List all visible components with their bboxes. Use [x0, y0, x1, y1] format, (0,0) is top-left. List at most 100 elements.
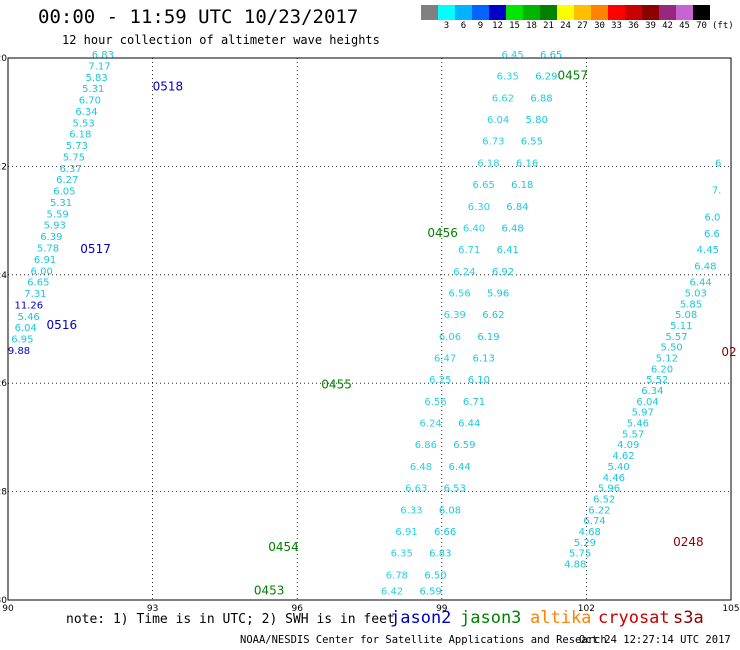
wave-height-value: 5.08 — [675, 310, 697, 321]
satellite-legend-jason2: jason2 — [390, 608, 452, 628]
wave-height-value: 6.24 — [453, 267, 475, 278]
wave-height-value: 6.34 — [641, 386, 663, 397]
wave-height-value: 6.18 — [477, 158, 499, 169]
color-scale-swatch — [574, 5, 591, 20]
wave-height-value: 6.88 — [530, 93, 552, 104]
wave-height-value: 6.50 — [424, 570, 446, 581]
wave-height-value: 6.18 — [69, 130, 91, 141]
wave-height-value: 6.62 — [492, 93, 514, 104]
color-scale-swatch — [472, 5, 489, 20]
pass-time-label: 0518 — [153, 80, 184, 94]
footer-note: note: 1) Time is in UTC; 2) SWH is in fe… — [66, 612, 395, 627]
wave-height-value: 6.25 — [429, 375, 451, 386]
wave-height-value: 6.84 — [506, 202, 528, 213]
color-scale-label: 18 — [526, 21, 537, 31]
wave-height-value: 6.44 — [448, 462, 470, 473]
wave-height-value: 5.50 — [661, 343, 683, 354]
wave-height-value: 5.73 — [66, 141, 88, 152]
wave-height-value: 6.04 — [15, 323, 37, 334]
wave-height-value: 5.59 — [46, 209, 68, 220]
wave-height-value: 6.29 — [535, 72, 557, 83]
wave-height-value: 5.78 — [37, 243, 59, 254]
color-scale-swatch — [557, 5, 574, 20]
wave-height-value: 5.29 — [574, 538, 596, 549]
wave-height-value: 6.53 — [444, 484, 466, 495]
wave-height-value: 5.46 — [627, 419, 649, 430]
longitude-tick-label: 93 — [147, 604, 158, 614]
wave-height-value: 6.05 — [53, 187, 75, 198]
color-scale-label: 12 — [492, 21, 503, 31]
wave-height-value: 4.45 — [697, 245, 719, 256]
wave-height-value: 6.39 — [40, 232, 62, 243]
wave-height-value: 6.41 — [497, 245, 519, 256]
wave-height-value: 6.71 — [463, 397, 485, 408]
wave-height-value: 5.96 — [487, 288, 509, 299]
wave-height-value: 6.74 — [583, 516, 605, 527]
wave-height-value: 5.97 — [632, 408, 654, 419]
wave-height-value: 7.17 — [88, 61, 110, 72]
color-scale-swatch — [540, 5, 557, 20]
wave-height-value: 6.33 — [400, 505, 422, 516]
color-scale-swatch — [659, 5, 676, 20]
pass-time-label: 0457 — [557, 69, 588, 83]
wave-height-value: 5.53 — [72, 118, 94, 129]
wave-height-value: 6.65 — [27, 278, 49, 289]
latitude-tick-label: -20 — [0, 54, 7, 64]
longitude-tick-label: 102 — [578, 604, 595, 614]
wave-height-value: 5.96 — [598, 484, 620, 495]
color-scale-label: 6 — [460, 21, 467, 31]
wave-height-value: 4.46 — [603, 473, 625, 484]
longitude-tick-label: 90 — [2, 604, 14, 614]
wave-height-value: 5.11 — [670, 321, 692, 332]
wave-height-value: 4.68 — [579, 527, 601, 538]
wave-height-value: 6.83 — [429, 549, 451, 560]
wave-height-value: 6.35 — [497, 72, 519, 83]
wave-height-value: 5.57 — [665, 332, 687, 343]
wave-height-value: 6.34 — [75, 107, 97, 118]
wave-height-value: 6.10 — [468, 375, 490, 386]
wave-height-value: 6.27 — [56, 175, 78, 186]
wave-height-value: 6.22 — [588, 505, 610, 516]
color-scale-swatch — [523, 5, 540, 20]
wave-height-value: 6.30 — [468, 202, 490, 213]
wave-height-value: 6.39 — [444, 310, 466, 321]
latitude-tick-label: -26 — [0, 379, 7, 389]
wave-height-value: 6.19 — [477, 332, 499, 343]
color-scale-label: 9 — [477, 21, 484, 31]
wave-height-value: 5.75 — [63, 152, 85, 163]
wave-height-value: 5.75 — [569, 549, 591, 560]
pass-time-label: 0454 — [268, 540, 299, 554]
satellite-legend-cryosat: cryosat — [598, 608, 670, 628]
color-scale-label: 36 — [628, 21, 639, 31]
color-scale-swatch — [625, 5, 642, 20]
wave-height-value: 6.6 — [704, 229, 720, 240]
satellite-legend-altika: altika — [530, 608, 592, 628]
wave-height-value: 4.88 — [564, 559, 586, 570]
wave-height-value: 4.62 — [612, 451, 634, 462]
wave-height-value: 6.86 — [415, 440, 437, 451]
color-scale-swatch — [608, 5, 625, 20]
color-scale-label: 27 — [577, 21, 588, 31]
satellite-legend-jason3: jason3 — [460, 608, 522, 628]
color-scale-label: 30 — [594, 21, 605, 31]
wave-height-value: 6.45 — [501, 50, 523, 61]
pass-time-label: 02 — [721, 345, 736, 359]
wave-height-value: 6.48 — [694, 261, 716, 272]
color-scale-label: 24 — [560, 21, 571, 31]
wave-height-value: 6.65 — [473, 180, 495, 191]
wave-height-value: 5.40 — [608, 462, 630, 473]
wave-height-value: 6.42 — [381, 587, 403, 598]
wave-height-value: 6.08 — [439, 505, 461, 516]
wave-height-value: 6.66 — [434, 527, 456, 538]
wave-height-value: 6.56 — [424, 397, 446, 408]
color-scale-swatch — [455, 5, 472, 20]
color-scale-label: 39 — [645, 21, 656, 31]
color-scale-label: 3 — [443, 21, 450, 31]
wave-height-value: 6.24 — [420, 419, 442, 430]
color-scale-swatch — [676, 5, 693, 20]
wave-height-value: 9.88 — [8, 346, 30, 357]
wave-height-value: 6.92 — [492, 267, 514, 278]
wave-height-value: 4.09 — [617, 440, 639, 451]
latitude-tick-label: -28 — [0, 488, 7, 498]
